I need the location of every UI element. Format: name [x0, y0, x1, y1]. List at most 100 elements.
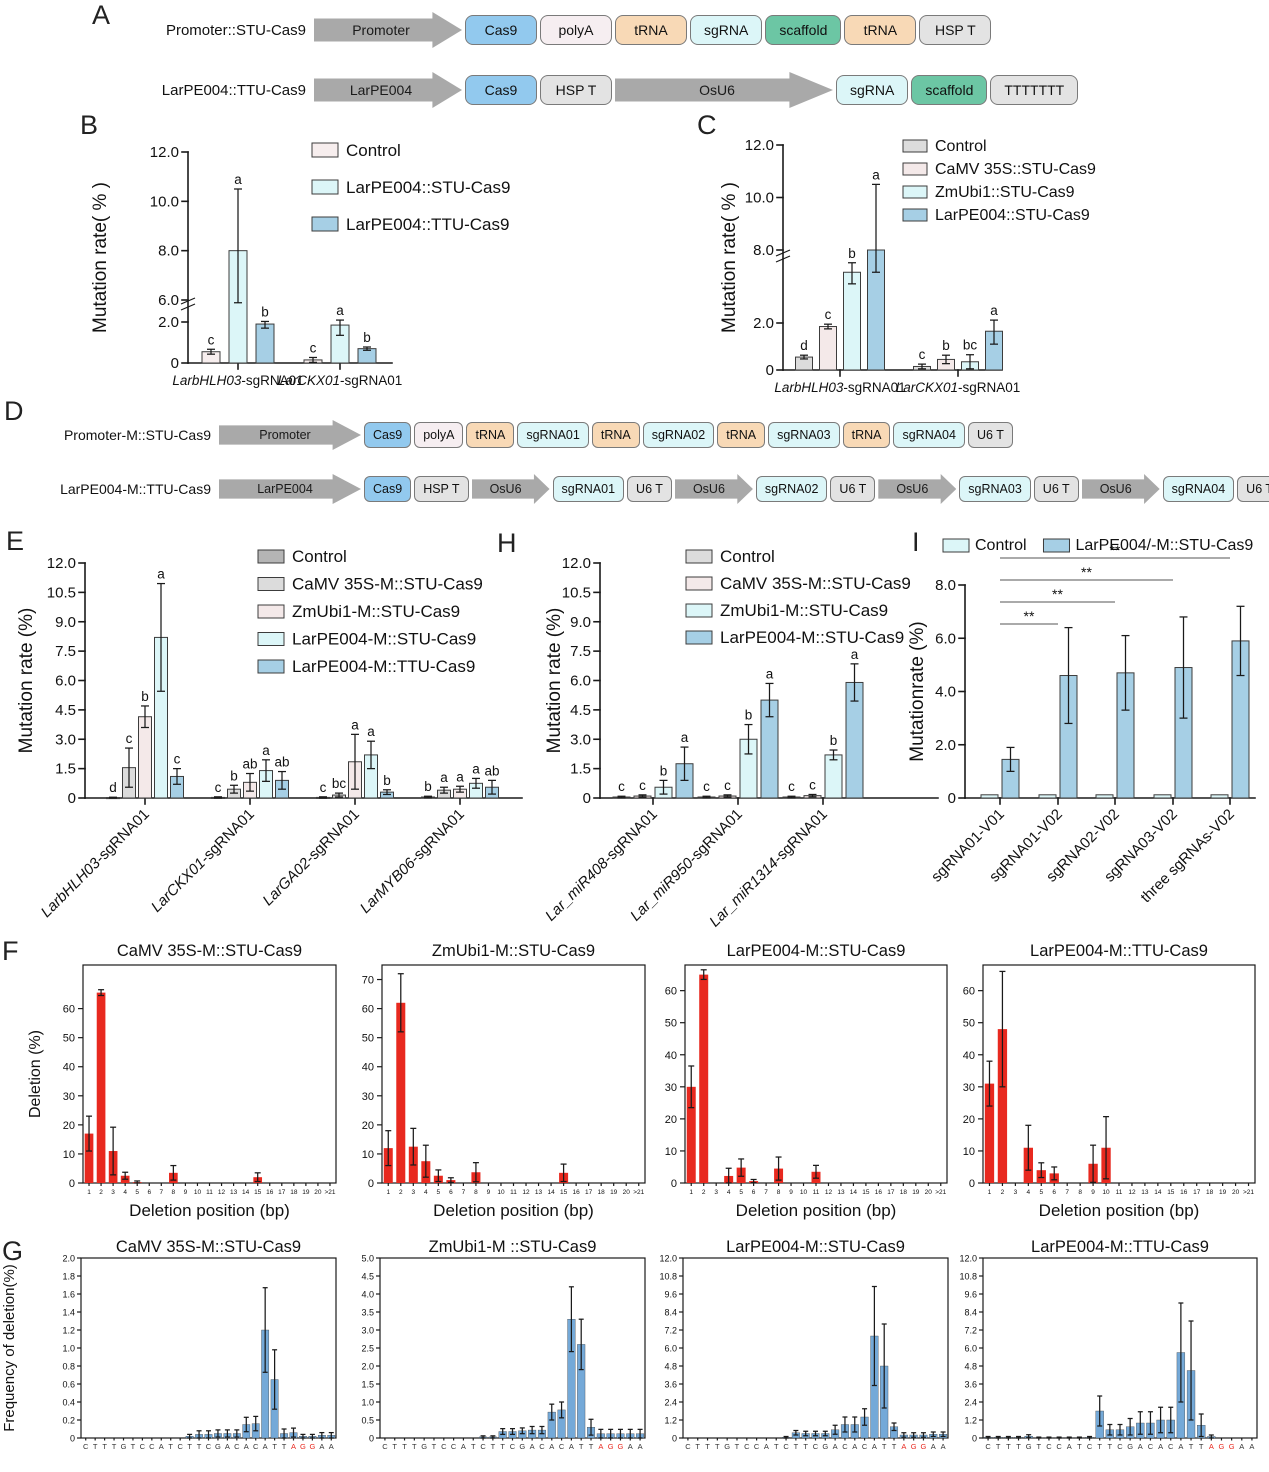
x-tick-label: 17 — [585, 1189, 593, 1196]
sig-letter: a — [351, 717, 359, 732]
y-tick-label: 40 — [362, 1062, 374, 1074]
chart-title: LarPE004-M::TTU-Cas9 — [1031, 1238, 1209, 1256]
x-tick-label: 17 — [278, 1189, 286, 1196]
x-tick-label: >21 — [935, 1189, 946, 1196]
sig-letter: c — [174, 752, 181, 767]
plot-frame — [381, 964, 646, 1184]
x-tick-label: 17 — [887, 1189, 895, 1196]
x-tick-label: 1 — [689, 1189, 693, 1196]
bar — [824, 754, 843, 799]
y-tick-label: 5.0 — [361, 1254, 374, 1264]
y-tick-label: 30 — [362, 1091, 374, 1103]
y-tick-label: 0 — [583, 790, 591, 807]
construct-box: tRNA — [466, 422, 515, 448]
axis-break — [180, 303, 196, 311]
x-tick-label: 3 — [714, 1189, 718, 1196]
base-letter: A — [628, 1442, 633, 1451]
y-tick-label: 40 — [963, 1050, 975, 1062]
base-letter: T — [705, 1442, 710, 1451]
legend-label: LarPE004::TTU-Cas9 — [346, 215, 509, 234]
construct-diagram-a: Promoter::STU-Cas9 Promoter Cas9 polyA tRNA s… — [158, 12, 1268, 132]
construct-row: LarPE004-M::TTU-Cas9 LarPE004 Cas9 HSP T OsU… — [6, 474, 1269, 504]
x-tick-label: 18 — [598, 1189, 606, 1196]
construct-row: LarPE004::TTU-Cas9 LarPE004 Cas9 HSP T OsU6 s… — [158, 72, 1268, 108]
sig-letter: c — [310, 340, 317, 355]
x-tick-label: 16 — [573, 1189, 581, 1196]
sig-letter: a — [456, 769, 464, 784]
base-letter: C — [685, 1442, 691, 1451]
x-tick-label: 14 — [547, 1189, 555, 1196]
construct-box: Cas9 — [465, 15, 537, 45]
x-tick-label: 12 — [825, 1189, 833, 1196]
x-tick-label: >21 — [324, 1189, 335, 1196]
promoter-arrow: OsU6 — [878, 474, 957, 504]
base-letter: A — [941, 1442, 946, 1451]
base-letter: A — [1067, 1442, 1072, 1451]
sig-letter: b — [383, 773, 391, 788]
plot-frame — [80, 1257, 337, 1439]
y-tick-label: 0.8 — [62, 1362, 75, 1372]
legend-label: Control — [292, 547, 347, 566]
base-letter: T — [1037, 1442, 1042, 1451]
x-tick-label: 9 — [487, 1189, 491, 1196]
legend-swatch — [685, 630, 713, 645]
y-tick-label: 0 — [68, 790, 76, 807]
construct-box: sgRNA03 — [959, 476, 1031, 502]
construct-row: Promoter-M::STU-Cas9 Promoter Cas9 polyA tRN… — [6, 420, 1268, 450]
base-letter: A — [244, 1442, 249, 1451]
base-letter: A — [1249, 1442, 1254, 1451]
legend-swatch — [311, 216, 339, 232]
y-tick-label: 3.6 — [664, 1380, 677, 1390]
y-tick-label: 0 — [969, 1178, 975, 1190]
axis-break — [775, 255, 791, 263]
legend-swatch — [685, 576, 713, 591]
base-letter: T — [735, 1442, 740, 1451]
chart-title: LarPE004-M::TTU-Cas9 — [1030, 942, 1208, 960]
chart-E: 0 1.5 3.0 4.5 6.0 7.5 9.0 10.5 12.0 Mutation rate… — [16, 547, 523, 921]
y-tick-label: 1.8 — [62, 1272, 75, 1282]
x-tick-label: 13 — [1141, 1189, 1149, 1196]
pam-base-letter: G — [921, 1442, 927, 1451]
sig-letter: a — [440, 770, 448, 785]
sig-letter: a — [234, 172, 242, 187]
sig-letter: c — [919, 347, 926, 362]
sig-letter: b — [363, 330, 371, 345]
x-tick-label: 14 — [1154, 1189, 1162, 1196]
y-tick-label: 4.5 — [570, 702, 591, 719]
construct-box: sgRNA04 — [1162, 476, 1235, 502]
legend-label: Control — [935, 138, 987, 155]
bar — [396, 1002, 406, 1183]
plot-frame — [982, 1257, 1258, 1439]
sig-letter: c — [788, 779, 795, 794]
x-tick-label: 19 — [610, 1189, 618, 1196]
x-tick-label: 5 — [437, 1189, 441, 1196]
significance-stars: ** — [1024, 608, 1035, 624]
y-tick-label: 4.8 — [964, 1362, 977, 1372]
y-tick-label: 9.6 — [664, 1290, 677, 1300]
y-tick-label: 20 — [963, 1114, 975, 1126]
base-letter: A — [764, 1442, 769, 1451]
base-letter: T — [432, 1442, 437, 1451]
legend-label: CaMV 35S-M::STU-Cas9 — [292, 575, 483, 594]
sig-letter: b — [141, 689, 149, 704]
construct-box: HSP T — [919, 15, 992, 45]
construct-box: tRNA — [717, 422, 766, 448]
x-tick-label: 9 — [184, 1189, 188, 1196]
y-tick-label: 0 — [368, 1178, 374, 1190]
x-axis-label: Deletion position (bp) — [736, 1201, 897, 1220]
panel-label-f: F — [2, 936, 19, 966]
x-tick-label: 2 — [702, 1189, 706, 1196]
construct-box: sgRNA01 — [517, 422, 589, 448]
x-tick-label: 4 — [123, 1189, 127, 1196]
y-tick-label: 6.0 — [55, 673, 76, 690]
bar — [843, 271, 861, 371]
plot-frame — [379, 1257, 646, 1439]
promoter-arrow: OsU6 — [615, 72, 833, 108]
sig-letter: b — [230, 768, 238, 783]
legend-label: CaMV 35S::STU-Cas9 — [935, 161, 1096, 178]
construct-box: scaffold — [911, 75, 988, 105]
x-category-label: LarbHLH03-sgRNA01 — [774, 380, 905, 395]
x-tick-label: 11 — [206, 1189, 213, 1196]
